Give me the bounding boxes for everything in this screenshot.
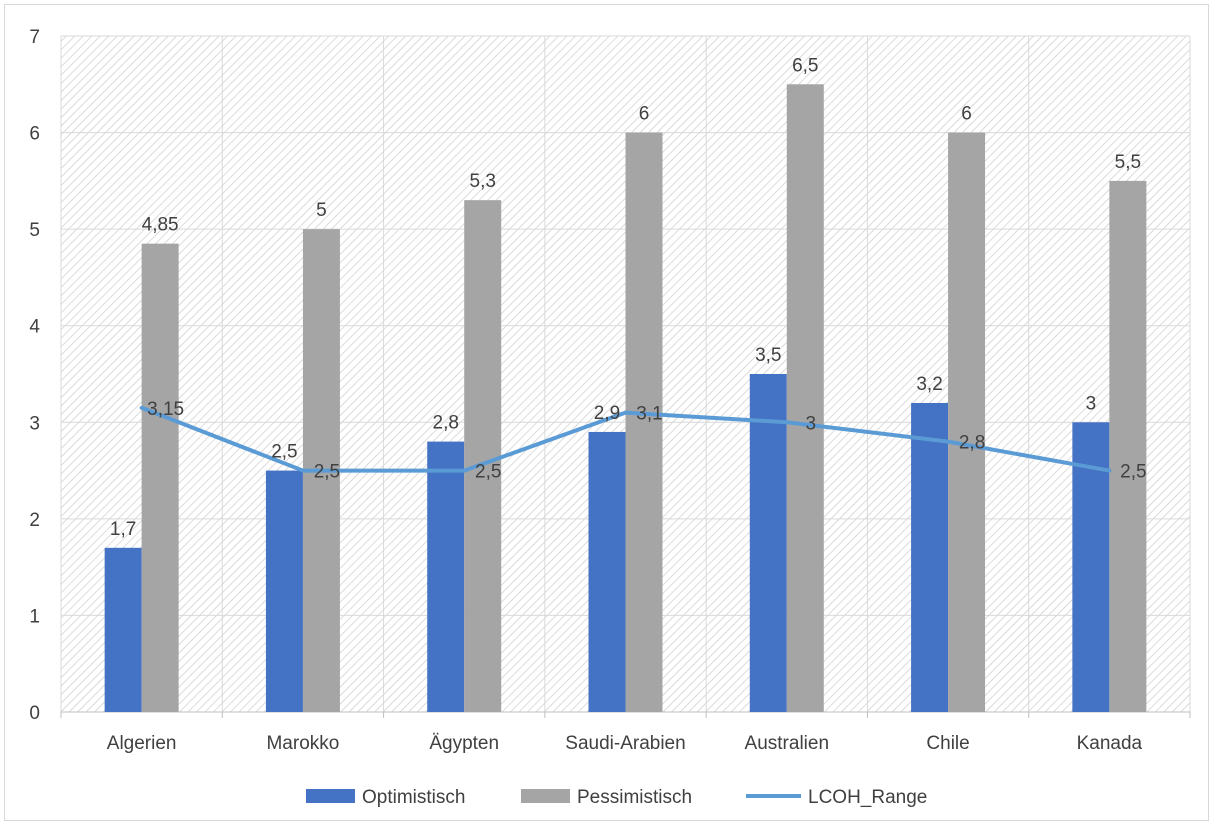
y-tick-label: 7	[29, 27, 40, 48]
data-label-pessimistisch: 5	[316, 200, 327, 221]
legend-label-optimistisch: Optimistisch	[362, 787, 465, 808]
line-lcoh-range	[139, 405, 1112, 473]
bar-pessimistisch	[948, 132, 986, 713]
bar-pessimistisch	[625, 132, 663, 713]
data-label-pessimistisch: 6,5	[792, 55, 818, 76]
x-axis: Algerien Marokko Ägypten Saudi-Arabien Austr…	[60, 711, 1191, 754]
data-label-lcoh-range: 2,5	[475, 462, 501, 483]
x-tick-label: Australien	[745, 733, 830, 754]
legend-label-lcoh-range: LCOH_Range	[808, 787, 927, 808]
bar-optimistisch	[104, 547, 142, 712]
y-tick-label: 3	[29, 413, 40, 434]
legend: Optimistisch Pessimistisch LCOH_Range	[306, 787, 927, 808]
bar-pessimistisch	[464, 200, 502, 712]
y-tick-label: 2	[29, 510, 40, 531]
bar-optimistisch	[588, 431, 626, 712]
data-label-pessimistisch: 5,3	[470, 171, 496, 192]
y-tick-label: 4	[29, 317, 40, 338]
data-label-optimistisch: 3	[1086, 393, 1097, 414]
data-label-lcoh-range: 2,8	[959, 433, 985, 454]
data-label-pessimistisch: 6	[639, 104, 650, 125]
data-label-optimistisch: 2,5	[271, 442, 297, 463]
data-label-optimistisch: 1,7	[110, 519, 136, 540]
data-label-lcoh-range: 2,5	[1120, 462, 1146, 483]
data-label-pessimistisch: 4,85	[142, 215, 179, 236]
legend-swatch-optimistisch	[306, 789, 355, 803]
data-label-lcoh-range: 2,5	[314, 462, 340, 483]
data-label-lcoh-range: 3,15	[147, 399, 184, 420]
x-tick-label: Chile	[926, 733, 969, 754]
data-label-lcoh-range: 3,1	[636, 404, 662, 425]
bar-pessimistisch	[141, 243, 179, 712]
legend-label-pessimistisch: Pessimistisch	[577, 787, 692, 808]
y-tick-label: 0	[29, 703, 40, 724]
bar-optimistisch	[911, 402, 949, 712]
x-tick-label: Ägypten	[429, 733, 499, 754]
x-tick-label: Marokko	[266, 733, 339, 754]
data-label-optimistisch: 2,8	[433, 413, 459, 434]
data-label-pessimistisch: 6	[961, 104, 972, 125]
y-tick-label: 5	[29, 220, 40, 241]
x-tick-label: Algerien	[107, 733, 177, 754]
y-tick-label: 1	[29, 606, 40, 627]
data-label-optimistisch: 3,5	[755, 345, 781, 366]
bars-group	[104, 84, 1147, 713]
data-label-optimistisch: 2,9	[594, 403, 620, 424]
y-tick-label: 6	[29, 124, 40, 145]
bar-pessimistisch	[786, 84, 824, 713]
x-tick-label: Kanada	[1077, 733, 1143, 754]
bar-optimistisch	[265, 470, 303, 712]
line-series-group	[139, 405, 1112, 473]
y-axis-ticks: 0 1 2 3 4 5 6 7	[29, 27, 40, 724]
data-label-lcoh-range: 3	[805, 413, 816, 434]
data-labels-group: 1,7 2,5 2,8 2,9 3,5 3,2 3 4,85 5 5,3 6 6,5 6 5,5 3,15 2…	[110, 55, 1147, 540]
bar-pessimistisch	[1109, 180, 1147, 712]
data-label-pessimistisch: 5,5	[1115, 152, 1141, 173]
bar-optimistisch	[749, 374, 787, 712]
legend-swatch-pessimistisch	[521, 789, 570, 803]
bar-optimistisch	[427, 441, 465, 712]
x-tick-label: Saudi-Arabien	[565, 733, 685, 754]
data-label-optimistisch: 3,2	[916, 374, 942, 395]
